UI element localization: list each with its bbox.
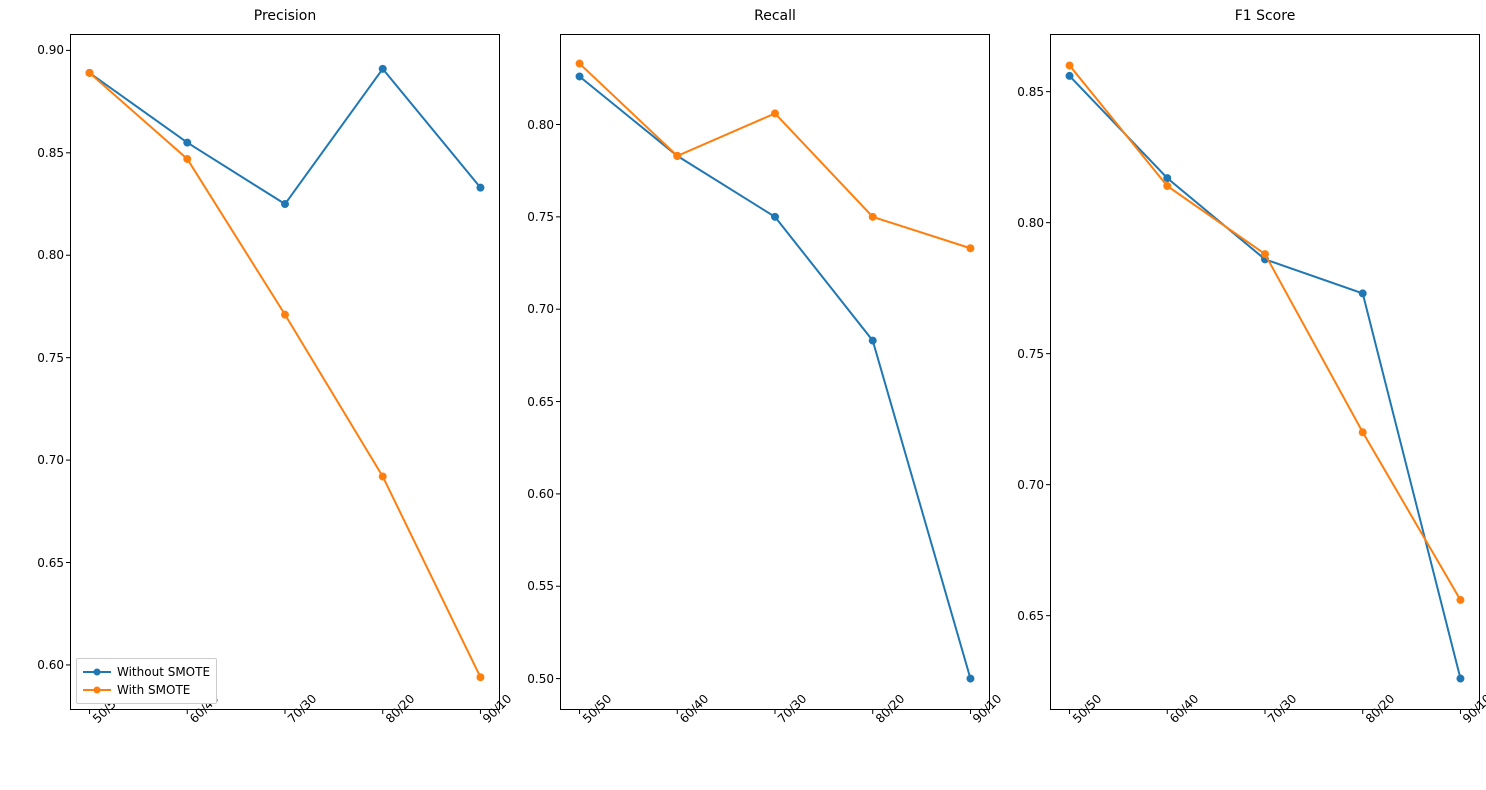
ytick-label: 0.65 bbox=[37, 556, 70, 570]
series-marker-with bbox=[674, 152, 681, 159]
ytick-label: 0.50 bbox=[527, 672, 560, 686]
series-line-without bbox=[580, 76, 971, 678]
xtick-label: 50/50 bbox=[90, 716, 100, 726]
series-marker-without bbox=[1457, 675, 1464, 682]
xtick-label: 60/40 bbox=[677, 716, 687, 726]
legend: Without SMOTE With SMOTE bbox=[76, 658, 217, 704]
legend-swatch-without bbox=[83, 665, 111, 679]
series-marker-with bbox=[477, 674, 484, 681]
xtick-label: 70/30 bbox=[1265, 716, 1275, 726]
xtick-label: 90/10 bbox=[1460, 716, 1470, 726]
series-marker-without bbox=[869, 337, 876, 344]
xtick-label: 50/50 bbox=[1070, 716, 1080, 726]
panel-title: Recall bbox=[560, 8, 990, 24]
series-marker-without bbox=[282, 201, 289, 208]
ytick-label: 0.70 bbox=[37, 453, 70, 467]
xtick-label: 80/20 bbox=[383, 716, 393, 726]
ytick-label: 0.70 bbox=[527, 302, 560, 316]
series-line-with bbox=[90, 73, 481, 677]
panel-title: F1 Score bbox=[1050, 8, 1480, 24]
xtick-label: 90/10 bbox=[480, 716, 490, 726]
ytick-label: 0.75 bbox=[527, 210, 560, 224]
series-marker-with bbox=[967, 245, 974, 252]
legend-swatch-with bbox=[83, 683, 111, 697]
series-marker-without bbox=[184, 139, 191, 146]
xtick-label: 50/50 bbox=[580, 716, 590, 726]
plot-area bbox=[1050, 34, 1480, 710]
ytick-label: 0.85 bbox=[37, 146, 70, 160]
legend-item-without: Without SMOTE bbox=[83, 663, 210, 681]
series-line-without bbox=[1070, 76, 1461, 679]
ytick-label: 0.90 bbox=[37, 43, 70, 57]
plot-area bbox=[560, 34, 990, 710]
series-marker-with bbox=[772, 110, 779, 117]
series-marker-without bbox=[1359, 290, 1366, 297]
plot-area bbox=[70, 34, 500, 710]
legend-label: Without SMOTE bbox=[117, 665, 210, 679]
series-marker-without bbox=[576, 73, 583, 80]
series-marker-with bbox=[1164, 182, 1171, 189]
ytick-label: 0.60 bbox=[527, 487, 560, 501]
figure: Precision 0.60 0.65 0.70 0.75 0.80 0.85 0.90 50… bbox=[0, 0, 1486, 790]
xtick-label: 70/30 bbox=[285, 716, 295, 726]
xtick-label: 80/20 bbox=[1363, 716, 1373, 726]
ytick-label: 0.85 bbox=[1017, 85, 1050, 99]
xtick-label: 60/40 bbox=[187, 716, 197, 726]
ytick-label: 0.70 bbox=[1017, 478, 1050, 492]
legend-label: With SMOTE bbox=[117, 683, 190, 697]
series-marker-with bbox=[1066, 62, 1073, 69]
ytick-label: 0.60 bbox=[37, 658, 70, 672]
ytick-label: 0.80 bbox=[37, 248, 70, 262]
series-marker-with bbox=[1262, 251, 1269, 258]
xtick-label: 80/20 bbox=[873, 716, 883, 726]
series-marker-with bbox=[869, 213, 876, 220]
panel-title: Precision bbox=[70, 8, 500, 24]
series-marker-without bbox=[772, 213, 779, 220]
series-marker-with bbox=[184, 155, 191, 162]
panel-precision: Precision 0.600.650.700.750.800.850.9050… bbox=[70, 34, 500, 710]
xtick-label: 90/10 bbox=[970, 716, 980, 726]
xtick-label: 70/30 bbox=[775, 716, 785, 726]
series-marker-with bbox=[379, 473, 386, 480]
series-marker-without bbox=[379, 65, 386, 72]
series-marker-with bbox=[282, 311, 289, 318]
series-marker-without bbox=[1164, 175, 1171, 182]
ytick-label: 0.80 bbox=[1017, 216, 1050, 230]
series-marker-with bbox=[1359, 429, 1366, 436]
series-line-without bbox=[90, 69, 481, 204]
ytick-label: 0.55 bbox=[527, 579, 560, 593]
series-marker-without bbox=[477, 184, 484, 191]
xtick-label: 60/40 bbox=[1167, 716, 1177, 726]
panel-recall: Recall 0.500.550.600.650.700.750.8050/50… bbox=[560, 34, 990, 710]
ytick-label: 0.80 bbox=[527, 118, 560, 132]
series-marker-without bbox=[967, 675, 974, 682]
series-marker-with bbox=[1457, 596, 1464, 603]
series-marker-with bbox=[86, 69, 93, 76]
ytick-label: 0.75 bbox=[37, 351, 70, 365]
series-marker-without bbox=[1066, 72, 1073, 79]
ytick-label: 0.65 bbox=[1017, 609, 1050, 623]
ytick-label: 0.65 bbox=[527, 395, 560, 409]
legend-item-with: With SMOTE bbox=[83, 681, 210, 699]
panel-f1: F1 Score 0.650.700.750.800.8550/5060/407… bbox=[1050, 34, 1480, 710]
series-line-with bbox=[1070, 65, 1461, 600]
ytick-label: 0.75 bbox=[1017, 347, 1050, 361]
series-marker-with bbox=[576, 60, 583, 67]
